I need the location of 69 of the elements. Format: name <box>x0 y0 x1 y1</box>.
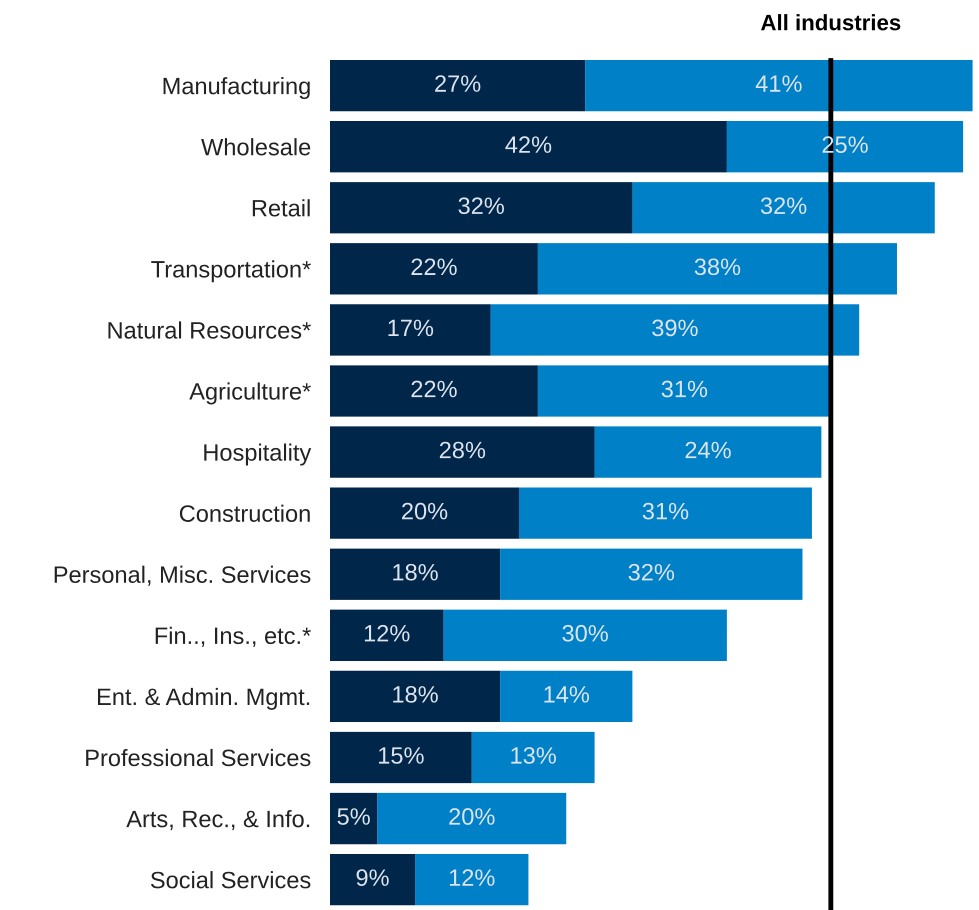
bar <box>330 732 472 784</box>
bar <box>518 487 812 539</box>
bar <box>330 182 632 234</box>
data-label: 22% <box>412 258 457 276</box>
data-label: 13% <box>511 747 556 764</box>
data-label: 31% <box>642 502 688 520</box>
bar <box>330 121 727 172</box>
data-label: 31% <box>662 380 708 398</box>
data-label: 28% <box>440 442 486 458</box>
bar <box>500 670 632 722</box>
y-tick-label: Arts, Rec., & Info. <box>126 810 310 830</box>
y-tick-label: Transportation* <box>151 260 311 282</box>
y-tick-label: Personal, Misc. Services <box>54 566 310 586</box>
data-label: 41% <box>756 75 802 92</box>
bar <box>585 60 973 112</box>
bar <box>415 854 528 906</box>
bar <box>443 610 727 661</box>
y-tick-label: Agriculture* <box>189 382 311 404</box>
data-label: 18% <box>393 564 438 581</box>
data-label: 20% <box>402 502 448 520</box>
data-label: 20% <box>449 808 495 825</box>
bar <box>330 243 538 294</box>
data-label: 15% <box>379 747 424 764</box>
data-label: 24% <box>686 442 731 458</box>
y-tick-label: Retail <box>252 199 310 217</box>
data-label: 18% <box>393 686 438 703</box>
data-label: 17% <box>388 320 434 336</box>
data-label: 39% <box>652 320 698 336</box>
data-label: 5% <box>338 808 370 825</box>
bar <box>594 426 822 478</box>
bar <box>330 426 595 478</box>
data-label: 27% <box>435 75 480 92</box>
y-tick-label: Ent. & Admin. Mgmt. <box>98 688 310 710</box>
ref-line-label: All industries <box>761 14 900 30</box>
bar <box>330 670 500 722</box>
y-tick-label: Wholesale <box>201 138 310 156</box>
data-label: 12% <box>364 624 410 642</box>
data-label: 14% <box>544 686 590 703</box>
bar <box>726 121 964 172</box>
data-label: 30% <box>562 624 608 642</box>
data-label: 22% <box>412 380 457 398</box>
bar <box>330 854 416 906</box>
y-tick-label: Natural Resources* <box>108 321 311 339</box>
bar <box>330 304 491 356</box>
bar <box>330 548 500 600</box>
bar <box>377 792 566 844</box>
data-label: 32% <box>628 564 674 581</box>
bar <box>330 60 586 112</box>
bar <box>330 365 538 417</box>
bar <box>490 304 860 356</box>
data-label: 32% <box>458 197 504 214</box>
bar <box>500 548 802 600</box>
bar <box>330 610 444 661</box>
bar <box>538 243 897 294</box>
y-tick-label: Social Services <box>150 871 310 888</box>
data-label: 38% <box>694 258 740 276</box>
y-tick-label: Professional Services <box>86 748 310 766</box>
bar <box>632 182 935 234</box>
y-tick-label: Fin.., Ins., etc.* <box>156 626 311 647</box>
bar <box>330 792 378 844</box>
data-label: 42% <box>505 136 552 153</box>
bar <box>330 487 519 539</box>
y-tick-label: Manufacturing <box>164 77 310 100</box>
bar <box>472 732 595 784</box>
data-label: 12% <box>450 869 495 886</box>
data-label: 32% <box>760 197 806 214</box>
y-tick-label: Construction <box>180 504 310 522</box>
data-label: 9% <box>356 869 389 886</box>
y-tick-label: Hospitality <box>204 444 312 466</box>
